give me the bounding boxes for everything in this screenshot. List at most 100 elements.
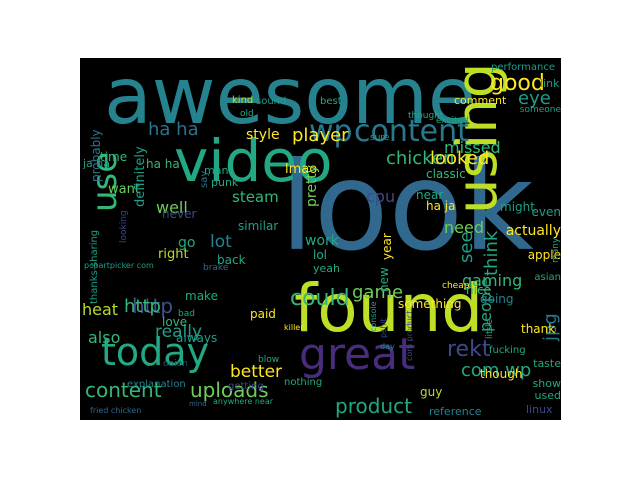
cloud-word: ja ha (83, 157, 111, 170)
cloud-word: punk (211, 176, 239, 189)
cloud-word: eye (518, 88, 551, 109)
cloud-word: onion (163, 359, 188, 369)
cloud-word: pshit (379, 318, 388, 338)
cloud-word: nothing (284, 377, 323, 388)
cloud-word: today (101, 330, 210, 374)
cloud-word: pretty (304, 164, 320, 207)
cloud-word: asian (534, 272, 561, 283)
cloud-word: http (124, 296, 161, 317)
cloud-word: http (132, 294, 174, 318)
cloud-word: well (156, 198, 188, 217)
cloud-word: style (246, 127, 280, 143)
cloud-word: found (294, 270, 484, 347)
cloud-word: similar (238, 219, 279, 233)
cloud-word: see (456, 231, 477, 263)
cloud-word: missed (444, 138, 501, 157)
cloud-word: uploads (190, 378, 269, 402)
cloud-word: thank (521, 322, 556, 336)
cloud-word: probably (89, 129, 103, 182)
cloud-word: ha ha (146, 157, 180, 171)
cloud-word: cheap (442, 281, 470, 291)
cloud-word: need (444, 218, 484, 237)
cloud-word: also (88, 328, 121, 347)
cloud-word: work (305, 233, 339, 249)
cloud-word: brake (203, 263, 229, 273)
cloud-word: classic (426, 167, 466, 181)
cloud-word: com product (405, 310, 414, 361)
cloud-word: thought (408, 111, 444, 121)
cloud-word: great (299, 329, 416, 380)
cloud-word: someone (519, 105, 561, 115)
cloud-word: always (176, 331, 218, 345)
cloud-word: day (380, 342, 395, 351)
cloud-word: content (354, 114, 469, 149)
cloud-word: looked (430, 148, 490, 169)
cloud-word: sure (370, 133, 390, 143)
cloud-word: good (490, 71, 545, 96)
cloud-word: best (320, 96, 342, 107)
cloud-word: getting (228, 381, 264, 392)
cloud-word: chicken (386, 148, 455, 169)
cloud-word: lmao (285, 162, 318, 177)
cloud-word: explanation (127, 379, 186, 390)
cloud-word: love (162, 315, 188, 329)
cloud-word: product (335, 394, 412, 418)
cloud-word: going (480, 292, 514, 306)
cloud-word: linux (526, 403, 553, 416)
cloud-word: right (158, 247, 189, 262)
cloud-word: lot (210, 232, 232, 252)
cloud-word: go (178, 235, 196, 251)
cloud-word: say (199, 170, 210, 188)
cloud-word: never (162, 207, 197, 221)
cloud-word: awesome (104, 58, 476, 142)
cloud-word: reference (429, 405, 482, 418)
cloud-word: player (292, 125, 349, 146)
cloud-word: kind (232, 95, 254, 106)
cloud-word: time (100, 150, 128, 164)
cloud-word: year (380, 233, 394, 260)
cloud-word: gaming (462, 271, 523, 290)
cloud-word: fucking (489, 345, 526, 356)
cloud-word: used (534, 389, 561, 402)
cloud-word: little (485, 318, 495, 339)
cloud-word: back (217, 253, 246, 267)
cloud-word: ha ha (148, 119, 199, 140)
cloud-word: nice (466, 283, 491, 297)
cloud-word: performance (491, 62, 556, 73)
cloud-word: anywhere near (213, 397, 274, 406)
cloud-word: pcpartpicker com (84, 261, 154, 270)
cloud-word: paid (250, 307, 276, 321)
cloud-word: think (481, 230, 502, 276)
cloud-word: sound (256, 96, 287, 107)
cloud-word: game (352, 282, 404, 303)
cloud-word: bad (178, 309, 195, 319)
cloud-word: even (531, 205, 561, 219)
cloud-word: fried chicken (90, 406, 142, 415)
cloud-word: lol (313, 248, 328, 262)
cloud-word: killer (284, 323, 304, 332)
cloud-word: actually (505, 223, 561, 239)
cloud-word: though (480, 367, 523, 381)
cloud-word: old (240, 109, 254, 119)
cloud-word: excited (436, 116, 469, 126)
cloud-word: yeah (313, 262, 340, 275)
cloud-word: man (204, 164, 229, 177)
cloud-word: rekt (447, 337, 491, 362)
cloud-word: better (230, 362, 283, 382)
cloud-word: look (280, 136, 534, 278)
cloud-word: show (532, 377, 561, 390)
word-cloud-image: look awesome found video using great today cont… (80, 58, 561, 420)
cloud-word: really (155, 322, 202, 342)
cloud-word: cpu (366, 187, 396, 206)
cloud-word: video (174, 127, 333, 195)
cloud-word: might (500, 200, 535, 214)
cloud-word: content (85, 378, 162, 402)
cloud-word: ha ja (426, 199, 456, 213)
cloud-word: guy (420, 385, 443, 399)
cloud-word: apple (527, 248, 561, 262)
cloud-word: com wp (461, 360, 532, 381)
cloud-word: blow (258, 355, 280, 365)
cloud-word: mind (189, 400, 207, 408)
cloud-word: comment (454, 94, 507, 107)
